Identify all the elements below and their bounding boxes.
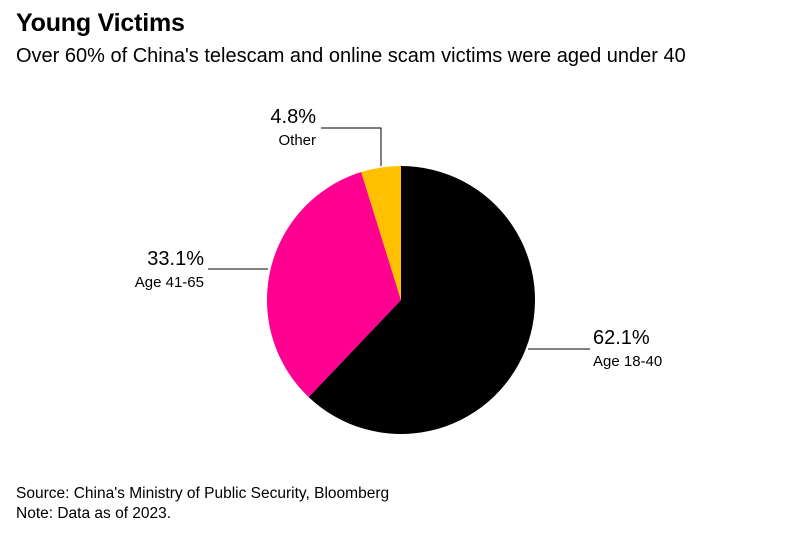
slice-value-label: 62.1%: [593, 327, 650, 349]
slice-category-label: Age 41-65: [135, 274, 204, 291]
pie-chart: 62.1% Age 18-40 33.1% Age 41-65 4.8% Oth…: [135, 106, 662, 434]
slice-value-label: 4.8%: [270, 106, 316, 128]
pie-slices: [267, 166, 535, 434]
pie-slice: [308, 166, 535, 434]
leader-lines: [208, 127, 590, 350]
chart-title: Young Victims: [16, 9, 185, 37]
slice-category-label: Other: [278, 132, 316, 149]
source-note: Source: China's Ministry of Public Secur…: [16, 485, 390, 502]
slice-value-label: 33.1%: [147, 248, 204, 270]
data-note: Note: Data as of 2023.: [16, 505, 172, 522]
leader-line: [321, 127, 382, 166]
chart-subtitle: Over 60% of China's telescam and online …: [16, 45, 686, 67]
pie-slice: [267, 172, 401, 398]
pie-slice: [361, 166, 401, 300]
slice-category-label: Age 18-40: [593, 353, 662, 370]
chart-footer: Source: China's Ministry of Public Secur…: [16, 484, 389, 524]
